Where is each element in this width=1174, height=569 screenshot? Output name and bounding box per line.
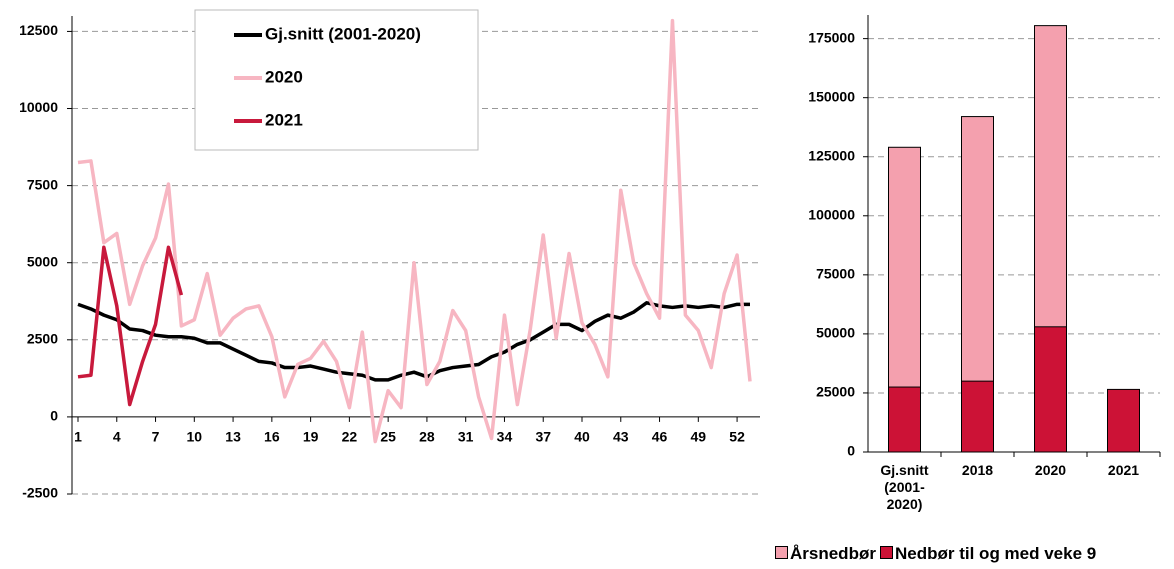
y-tick-label: 10000	[19, 99, 58, 115]
y-tick-label: 7500	[27, 176, 58, 192]
y-tick-label: 175000	[808, 29, 855, 45]
legend-label: 2021	[265, 110, 303, 129]
legend-label: 2020	[265, 67, 303, 86]
legend-entry: Nedbør til og med veke 9	[880, 544, 1096, 564]
x-tick-label: 2018	[961, 462, 994, 478]
x-tick-label: 13	[225, 429, 241, 445]
legend-label: Nedbør til og med veke 9	[895, 544, 1097, 563]
y-tick-label: 50000	[816, 325, 855, 341]
y-tick-label: 0	[847, 443, 855, 459]
x-tick-label: 28	[419, 429, 435, 445]
bar	[1107, 388, 1140, 453]
x-tick-label: 34	[497, 429, 513, 445]
x-tick-label: 43	[613, 429, 629, 445]
x-tick-label: 40	[574, 429, 590, 445]
bar	[1034, 326, 1067, 453]
y-tick-label: -2500	[22, 485, 58, 501]
legend-swatch	[880, 546, 893, 559]
x-tick-label: 2021	[1107, 462, 1140, 478]
y-tick-label: 25000	[816, 384, 855, 400]
legend-label: Årsnedbør	[790, 544, 876, 563]
x-tick-label: Gj.snitt (2001-2020)	[880, 462, 929, 512]
x-tick-label: 37	[535, 429, 551, 445]
y-tick-label: 5000	[27, 253, 58, 269]
y-tick-label: 75000	[816, 266, 855, 282]
y-tick-label: 12500	[19, 22, 58, 38]
x-tick-label: 4	[113, 429, 121, 445]
y-tick-label: 2500	[27, 331, 58, 347]
y-tick-label: 0	[50, 408, 58, 424]
bar	[888, 386, 921, 453]
x-tick-label: 49	[691, 429, 707, 445]
legend-entry: Årsnedbør	[775, 544, 876, 564]
y-tick-label: 150000	[808, 88, 855, 104]
x-tick-label: 19	[303, 429, 319, 445]
x-tick-label: 2020	[1034, 462, 1067, 478]
x-tick-label: 25	[380, 429, 396, 445]
x-tick-label: 46	[652, 429, 668, 445]
legend: Gj.snitt (2001-2020) 2020 2021	[194, 9, 479, 151]
x-tick-label: 10	[187, 429, 203, 445]
legend-swatch	[775, 546, 788, 559]
y-tick-label: 125000	[808, 147, 855, 163]
x-tick-label: 1	[74, 429, 82, 445]
legend-label: Gj.snitt (2001-2020)	[265, 24, 421, 43]
line-series	[77, 245, 184, 407]
x-tick-label: 22	[342, 429, 358, 445]
x-tick-label: 7	[152, 429, 160, 445]
bar	[961, 380, 994, 453]
x-tick-label: 52	[729, 429, 745, 445]
y-tick-label: 100000	[808, 206, 855, 222]
x-tick-label: 16	[264, 429, 280, 445]
line-series	[77, 301, 750, 382]
line-series	[77, 18, 752, 444]
x-tick-label: 31	[458, 429, 474, 445]
